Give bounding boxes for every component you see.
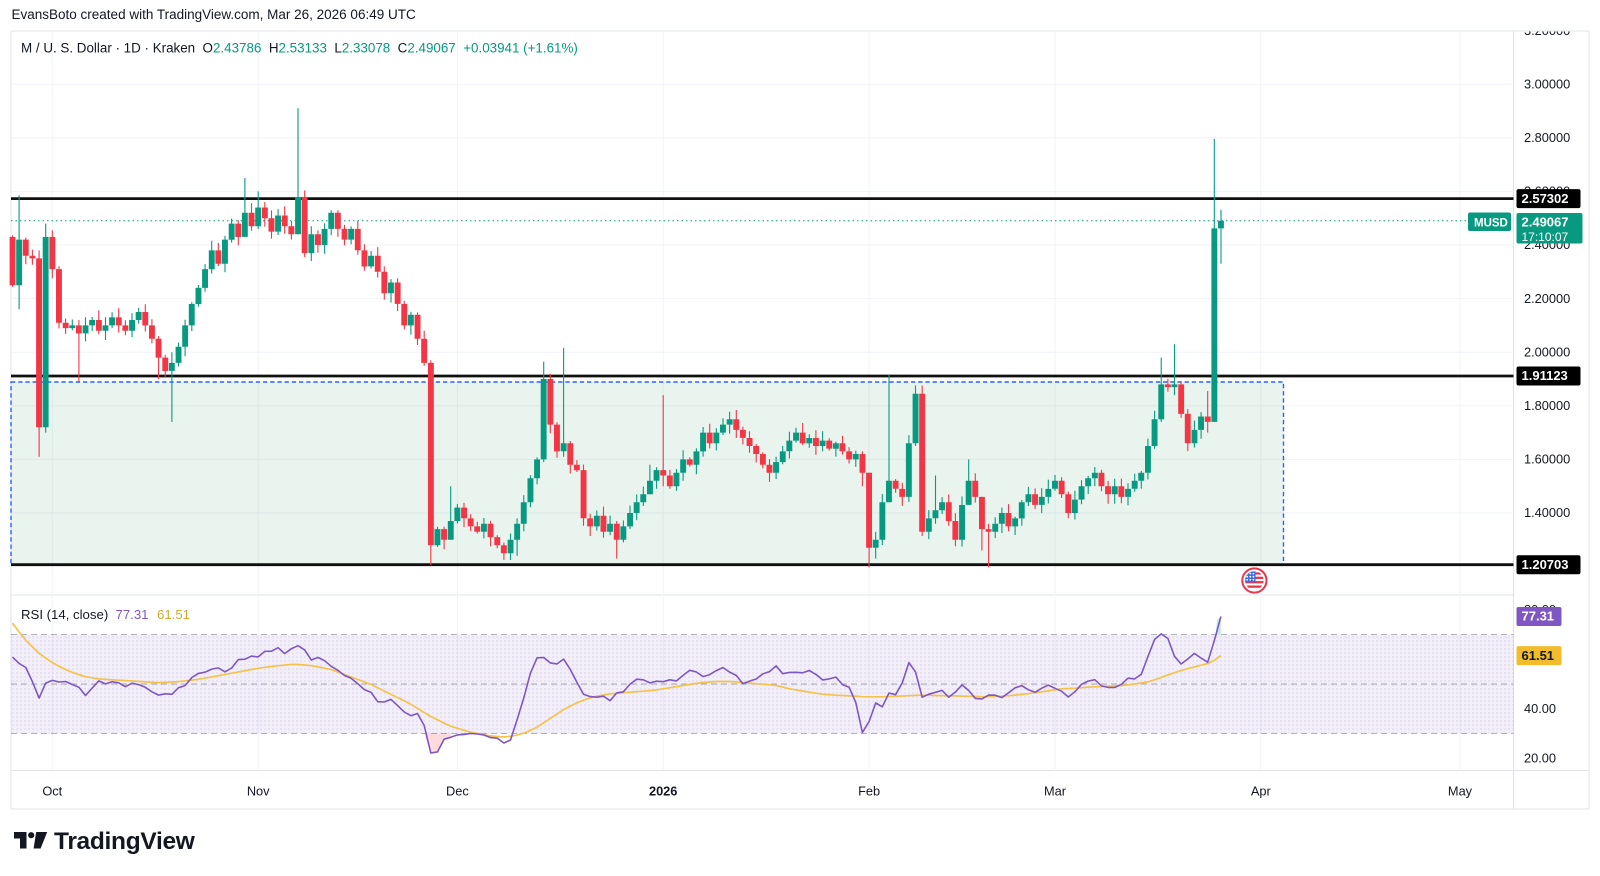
svg-text:MUSD: MUSD (1474, 218, 1508, 230)
svg-text:2.49067: 2.49067 (1522, 215, 1569, 230)
svg-text:2026: 2026 (649, 784, 677, 799)
svg-text:2.57302: 2.57302 (1522, 191, 1569, 206)
svg-text:May: May (1448, 784, 1473, 799)
svg-text:Mar: Mar (1044, 784, 1067, 799)
svg-text:40.00: 40.00 (1524, 701, 1556, 716)
svg-text:Oct: Oct (42, 784, 62, 799)
svg-text:1.91123: 1.91123 (1522, 368, 1568, 383)
svg-text:Nov: Nov (247, 784, 270, 799)
svg-text:3.00000: 3.00000 (1524, 76, 1570, 91)
svg-text:Apr: Apr (1251, 784, 1272, 799)
svg-text:Dec: Dec (446, 784, 469, 799)
svg-text:1.80000: 1.80000 (1524, 398, 1570, 413)
svg-text:TradingView: TradingView (54, 828, 196, 855)
svg-text:2.00000: 2.00000 (1524, 344, 1570, 359)
svg-text:Feb: Feb (858, 784, 880, 799)
svg-text:3.20000: 3.20000 (1524, 23, 1570, 38)
svg-text:17:10:07: 17:10:07 (1522, 230, 1569, 244)
svg-text:1.20703: 1.20703 (1522, 557, 1569, 572)
svg-text:2.20000: 2.20000 (1524, 291, 1570, 306)
svg-text:M / U. S. Dollar · 1D · Kraken: M / U. S. Dollar · 1D · Kraken O2.43786 … (21, 41, 578, 56)
svg-text:20.00: 20.00 (1524, 750, 1556, 765)
svg-text:61.51: 61.51 (1522, 648, 1555, 663)
svg-text:1.60000: 1.60000 (1524, 452, 1570, 467)
svg-text:1.40000: 1.40000 (1524, 505, 1570, 520)
svg-text:EvansBoto created with Trading: EvansBoto created with TradingView.com, … (12, 7, 416, 22)
svg-text:2.80000: 2.80000 (1524, 130, 1570, 145)
svg-text:77.31: 77.31 (1522, 609, 1555, 624)
